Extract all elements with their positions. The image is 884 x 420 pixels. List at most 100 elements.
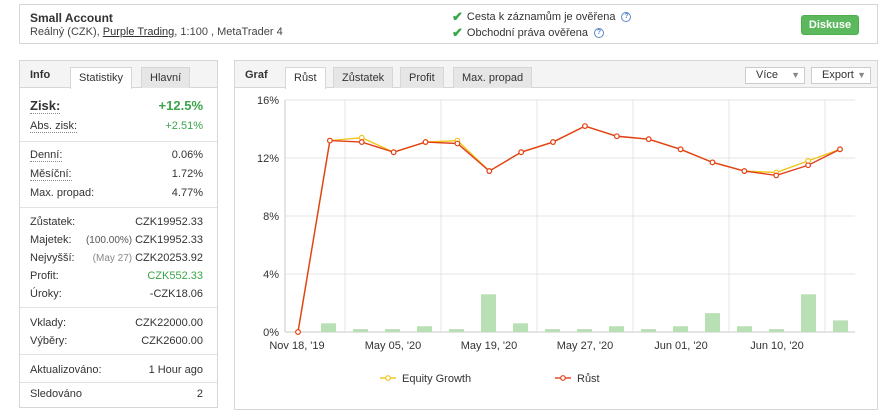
account-type: Reálný (CZK), (30, 26, 103, 38)
data-point (550, 139, 556, 145)
deposits-row: Vklady: CZK22000.00 (30, 317, 203, 329)
data-point (390, 149, 397, 156)
interest-row: Úroky: -CZK18.06 (30, 288, 203, 300)
verify-privileges-label: Obchodní práva ověřena (466, 27, 588, 39)
tab-growth[interactable]: Růst (285, 67, 326, 89)
data-point (709, 159, 716, 166)
data-bar (513, 323, 528, 332)
tracked-row: Sledováno 2 (30, 388, 203, 400)
data-bar (705, 313, 720, 332)
drawdown-row: Max. propad: 4.77% (30, 187, 203, 199)
divider (20, 141, 217, 142)
export-dropdown[interactable]: Export ▼ (811, 67, 871, 84)
abs-gain-value: +2.51% (165, 120, 203, 132)
interest-value: -CZK18.06 (149, 288, 203, 300)
discuss-button[interactable]: Diskuse (801, 15, 859, 35)
tab-drawdown[interactable]: Max. propad (453, 67, 533, 88)
data-bar (577, 329, 592, 332)
updated-label: Aktualizováno: (30, 364, 102, 376)
data-bar (833, 320, 848, 332)
abs-gain-row: Abs. zisk: +2.51% (30, 120, 203, 133)
profit-label: Profit: (30, 270, 59, 282)
tab-balance[interactable]: Zůstatek (333, 67, 394, 88)
deposits-value: CZK22000.00 (135, 317, 203, 329)
data-point (326, 137, 333, 144)
daily-label: Denní: (30, 149, 63, 162)
balance-label: Zůstatek: (30, 216, 76, 228)
account-subtitle: Reálný (CZK), Purple Trading, 1:100 , Me… (30, 26, 283, 38)
profit-value: CZK552.33 (147, 270, 203, 282)
series-line (297, 125, 841, 333)
divider (20, 382, 217, 383)
data-point (613, 133, 620, 140)
data-point (837, 146, 843, 153)
updated-value: 1 Hour ago (148, 364, 203, 376)
more-dropdown[interactable]: Více ▼ (745, 67, 805, 84)
info-panel: Info Statistiky Hlavní Zisk: +12.5% Abs.… (19, 60, 218, 408)
tracked-label: Sledováno (30, 388, 82, 400)
x-tick-label: Jun 01, '20 (654, 340, 707, 352)
verify-track-record: ✔ Cesta k záznamům je ověřena ? (452, 9, 632, 25)
data-bar (801, 294, 816, 332)
updated-row: Aktualizováno: 1 Hour ago (30, 364, 203, 376)
abs-gain-label: Abs. zisk: (30, 120, 78, 133)
data-bar (321, 323, 336, 332)
balance-value: CZK19952.33 (135, 216, 203, 228)
chart-panel: Graf Růst Zůstatek Profit Max. propad Ví… (234, 60, 878, 410)
data-bar (353, 329, 368, 332)
data-point (518, 149, 525, 156)
info-label: Info (30, 69, 51, 81)
x-tick-label: Jun 10, '20 (750, 340, 803, 352)
deposits-label: Vklady: (30, 317, 67, 329)
balance-row: Zůstatek: CZK19952.33 (30, 216, 203, 228)
equity-row: Majetek: (100.00%) CZK19952.33 (30, 234, 203, 246)
account-details: , 1:100 , MetaTrader 4 (174, 26, 283, 38)
tab-statistics[interactable]: Statistiky (70, 67, 133, 89)
tab-profit[interactable]: Profit (400, 67, 444, 88)
divider (20, 207, 217, 208)
x-tick-label: Nov 18, '19 (269, 340, 324, 352)
drawdown-label: Max. propad: (30, 187, 95, 199)
chevron-down-icon: ▼ (791, 70, 800, 80)
data-point (805, 162, 812, 169)
chart-legend: Equity Growth Růst (380, 373, 600, 385)
data-point (422, 139, 429, 145)
legend-marker (560, 375, 566, 381)
y-tick-label: 4% (263, 269, 279, 281)
chart-lines (295, 123, 843, 335)
data-point (295, 329, 301, 335)
withdrawals-label: Výběry: (30, 335, 68, 347)
data-point (741, 168, 748, 174)
x-tick-label: May 05, '20 (365, 340, 422, 352)
gain-row: Zisk: +12.5% (30, 98, 203, 114)
y-tick-label: 12% (257, 153, 279, 165)
x-tick-label: May 27, '20 (557, 340, 614, 352)
gain-value: +12.5% (158, 98, 203, 113)
chart-bars (321, 294, 848, 332)
tracked-value: 2 (196, 388, 203, 400)
monthly-value: 1.72% (171, 168, 203, 180)
verify-track-label: Cesta k záznamům je ověřena (466, 11, 616, 23)
y-tick-label: 16% (257, 95, 279, 107)
monthly-row: Měsíční: 1.72% (30, 168, 203, 181)
profit-row: Profit: CZK552.33 (30, 270, 203, 282)
interest-label: Úroky: (30, 288, 62, 300)
chart-label: Graf (245, 69, 268, 81)
gain-label: Zisk: (30, 98, 61, 114)
data-point (677, 146, 684, 153)
help-icon[interactable]: ? (621, 12, 632, 22)
account-header: Small Account Reálný (CZK), Purple Tradi… (19, 4, 878, 44)
tab-main[interactable]: Hlavní (141, 67, 191, 88)
equity-percent: (100.00%) (85, 235, 133, 246)
highest-row: Nejvyšší: (May 27) CZK20253.92 (30, 252, 203, 264)
highest-value: CZK20253.92 (135, 252, 203, 264)
data-point (645, 136, 652, 143)
account-title: Small Account (30, 11, 113, 25)
legend-marker (385, 375, 391, 381)
chart-grid (284, 99, 855, 333)
data-point (582, 123, 588, 129)
help-icon[interactable]: ? (594, 28, 604, 38)
data-point (454, 140, 461, 147)
broker-link[interactable]: Purple Trading (102, 26, 175, 38)
equity-value: CZK19952.33 (135, 234, 203, 246)
